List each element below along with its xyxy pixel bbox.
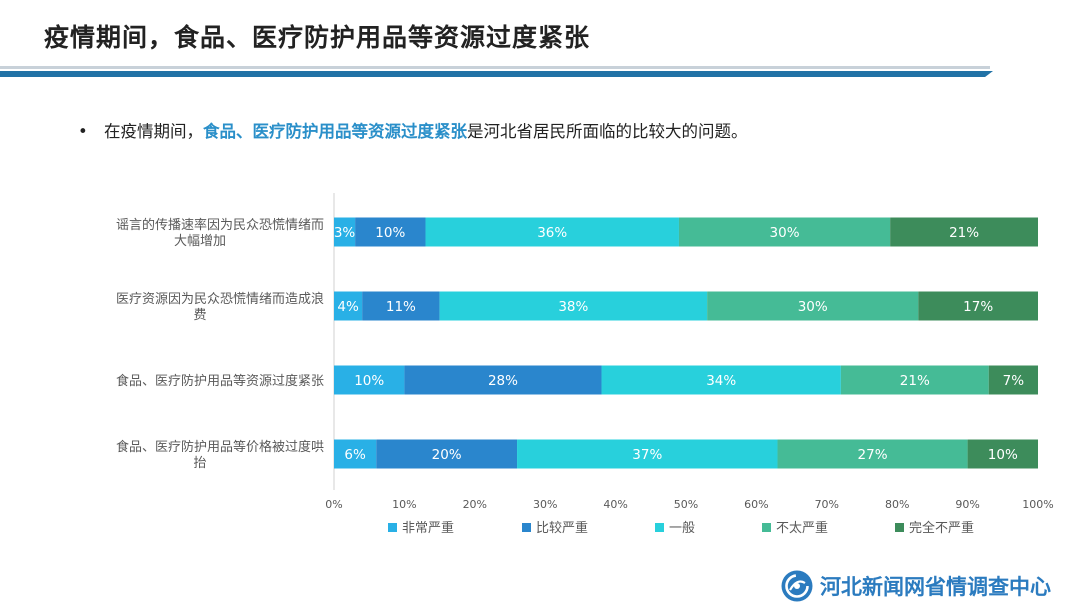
data-label: 17% [963,299,993,315]
bar-segment [439,291,708,321]
bar-segment [425,217,679,247]
data-label: 7% [1003,373,1025,389]
legend-label: 不太严重 [776,520,828,536]
stacked-bar-chart: 谣言的传播速率因为民众恐慌情绪而大幅增加医疗资源因为民众恐慌情绪而造成浪费食品、… [116,193,1054,536]
data-label: 30% [770,225,800,241]
bar-segment [376,439,518,469]
legend-swatch [762,523,771,532]
data-label: 10% [988,447,1018,463]
category-label: 谣言的传播速率因为民众恐慌情绪而大幅增加 [116,217,324,249]
legend-label: 完全不严重 [909,520,974,536]
x-tick-label: 30% [533,498,557,511]
title-divider-grey [0,66,990,69]
category-label: 食品、医疗防护用品等价格被过度哄抬 [116,439,324,471]
x-tick-label: 70% [815,498,839,511]
x-tick-label: 100% [1022,498,1053,511]
title-divider-blue [0,71,993,77]
bar-segment [967,439,1038,469]
data-label: 3% [334,225,356,241]
x-tick-label: 80% [885,498,909,511]
bar-segment [362,291,440,321]
bar-segment [334,217,356,247]
data-label: 27% [858,447,888,463]
data-label: 21% [949,225,979,241]
data-label: 10% [375,225,405,241]
bullet-text: • 在疫情期间，食品、医疗防护用品等资源过度紧张是河北省居民所面临的比较大的问题。 [78,118,748,142]
data-label: 34% [706,373,736,389]
bar-segment [918,291,1038,321]
bullet-marker: • [78,122,88,141]
data-label: 4% [337,299,359,315]
data-label: 6% [344,447,366,463]
bar-segment [988,365,1038,395]
legend-label: 比较严重 [536,520,588,536]
x-tick-label: 10% [392,498,416,511]
bar-segment [517,439,778,469]
legend-swatch [522,523,531,532]
data-label: 28% [488,373,518,389]
x-tick-label: 20% [463,498,487,511]
data-label: 36% [537,225,567,241]
bar-segment [404,365,602,395]
bar-segment [601,365,841,395]
publisher-logo: 河北新闻网省情调查中心 [780,566,1051,606]
x-tick-label: 0% [325,498,342,511]
bar-segment [355,217,426,247]
data-label: 30% [798,299,828,315]
category-label: 医疗资源因为民众恐慌情绪而造成浪费 [116,292,324,323]
bullet-highlight: 食品、医疗防护用品等资源过度紧张 [203,122,467,141]
slide-title: 疫情期间，食品、医疗防护用品等资源过度紧张 [44,23,591,52]
legend-swatch [655,523,664,532]
data-label: 38% [558,299,588,315]
bar-segment [707,291,919,321]
data-label: 21% [900,373,930,389]
bar-segment [890,217,1038,247]
x-tick-label: 90% [955,498,979,511]
category-label: 食品、医疗防护用品等资源过度紧张 [116,373,324,389]
bar-segment [334,439,377,469]
bar-segment [334,291,363,321]
legend-label: 一般 [669,520,695,536]
data-label: 20% [432,447,462,463]
bullet-suffix: 是河北省居民所面临的比较大的问题。 [467,122,748,141]
legend-label: 非常严重 [402,520,454,536]
bar-segment [840,365,989,395]
bullet-prefix: 在疫情期间， [104,122,203,141]
bar-segment [678,217,891,247]
publisher-logo-text: 河北新闻网省情调查中心 [820,574,1051,599]
legend-swatch [895,523,904,532]
data-label: 37% [632,447,662,463]
data-label: 10% [354,373,384,389]
x-tick-label: 40% [603,498,627,511]
publisher-logo-icon [781,570,813,602]
x-tick-label: 50% [674,498,698,511]
data-label: 11% [386,299,416,315]
x-tick-label: 60% [744,498,768,511]
bar-segment [334,365,405,395]
legend-swatch [388,523,397,532]
bar-segment [777,439,968,469]
